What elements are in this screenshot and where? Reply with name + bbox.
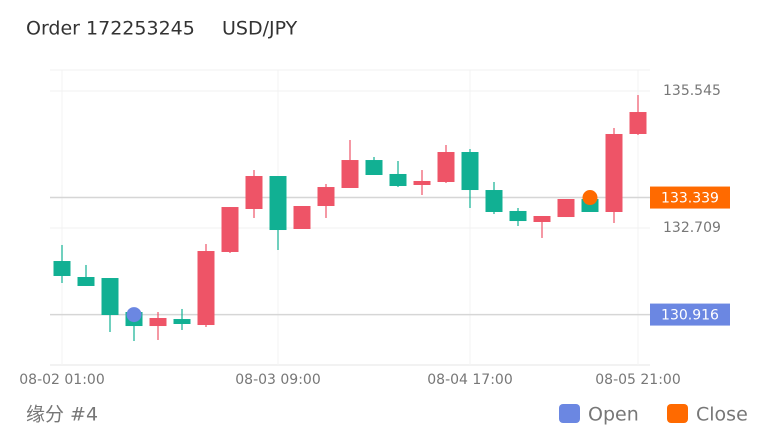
candle-body	[77, 277, 95, 286]
candle-body	[53, 261, 71, 276]
candle-body	[149, 318, 167, 327]
candle-body	[101, 278, 119, 316]
candle-body	[605, 133, 623, 212]
candle-body	[413, 180, 431, 185]
candle-body	[533, 216, 551, 222]
mark-label: 133.339	[661, 191, 719, 207]
candle-body	[173, 319, 191, 324]
candle-body	[629, 112, 647, 134]
candle-body	[557, 199, 575, 218]
footer: 缘分 #4	[26, 404, 98, 426]
candle-body	[341, 160, 359, 188]
candle-body	[365, 160, 383, 175]
x-tick-label: 08-05 21:00	[595, 372, 680, 388]
candle-body	[221, 207, 239, 252]
candle-body	[389, 173, 407, 187]
legend-swatch	[559, 404, 580, 423]
chart-subtitle: USD/JPY	[222, 18, 298, 40]
y-tick-label: 132.709	[663, 220, 721, 236]
candle-body	[197, 251, 215, 326]
candle-body	[509, 210, 527, 222]
mark-label-box	[650, 303, 730, 326]
legend-label: Close	[696, 404, 748, 426]
candle-body	[317, 187, 335, 207]
candle-body	[293, 206, 311, 229]
x-tick-label: 08-03 09:00	[235, 372, 320, 388]
legend-label: Open	[588, 404, 639, 426]
candle-body	[269, 176, 287, 231]
marker-dot	[582, 190, 598, 206]
candle-body	[437, 152, 455, 183]
x-tick-label: 08-04 17:00	[427, 372, 512, 388]
chart-title: Order 172253245	[26, 18, 195, 40]
candle-body	[461, 152, 479, 191]
mark-label: 130.916	[661, 308, 719, 324]
legend-swatch	[667, 404, 688, 423]
x-tick-label: 08-02 01:00	[19, 372, 104, 388]
candle-body	[485, 190, 503, 212]
mark-label-box	[650, 186, 730, 209]
y-tick-label: 135.545	[663, 83, 721, 99]
candle-body	[245, 176, 263, 209]
marker-dot	[126, 307, 142, 323]
